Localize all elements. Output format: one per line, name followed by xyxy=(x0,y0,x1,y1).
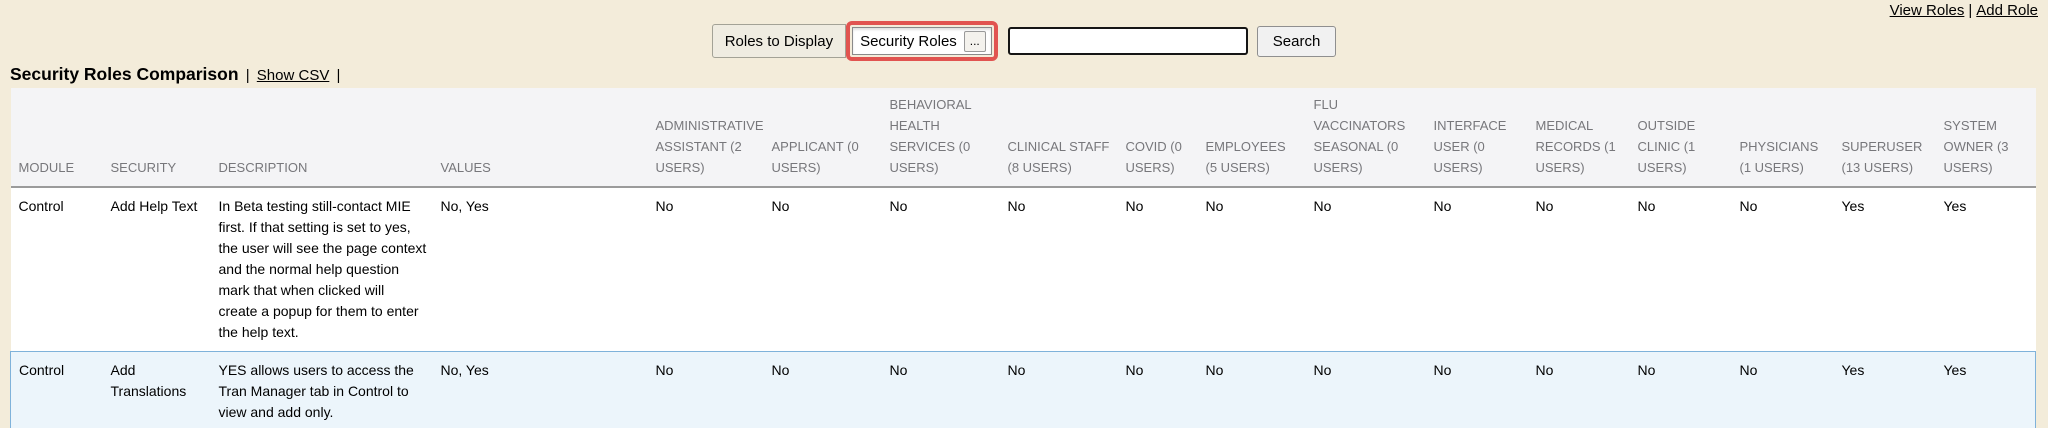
cell-outside-clinic: No xyxy=(1629,187,1732,352)
security-roles-comparison-table: MODULE SECURITY DESCRIPTION VALUES ADMINISTR… xyxy=(10,88,2036,428)
cell-covid: No xyxy=(1117,351,1198,428)
column-header-interface-user: INTERFACE USER (0 USERS) xyxy=(1425,88,1528,188)
header-links: View Roles | Add Role xyxy=(1890,2,2038,19)
add-role-link[interactable]: Add Role xyxy=(1976,2,2038,19)
column-header-description: DESCRIPTION xyxy=(210,88,433,188)
table-header: MODULE SECURITY DESCRIPTION VALUES ADMINISTR… xyxy=(10,88,2036,188)
page-title: Security Roles Comparison xyxy=(10,64,239,84)
title-separator-1: | xyxy=(245,67,250,84)
cell-description: YES allows users to access the Tran Mana… xyxy=(210,351,433,428)
column-header-security: SECURITY xyxy=(102,88,211,188)
roles-select[interactable]: Security Roles ... xyxy=(852,27,992,55)
cell-superuser: Yes xyxy=(1833,187,1936,352)
cell-interface-user: No xyxy=(1425,351,1528,428)
title-row: Security Roles Comparison | Show CSV | xyxy=(10,64,2048,85)
column-header-module: MODULE xyxy=(10,88,103,188)
cell-covid: No xyxy=(1117,187,1198,352)
cell-behavioral-health-services: No xyxy=(881,187,1000,352)
cell-module: Control xyxy=(10,351,103,428)
column-header-applicant: APPLICANT (0 USERS) xyxy=(763,88,882,188)
cell-physicians: No xyxy=(1731,187,1834,352)
cell-system-owner: Yes xyxy=(1935,351,2036,428)
cell-module: Control xyxy=(10,187,103,352)
column-header-covid: COVID (0 USERS) xyxy=(1117,88,1198,188)
cell-physicians: No xyxy=(1731,351,1834,428)
cell-employees: No xyxy=(1197,187,1306,352)
view-roles-link[interactable]: View Roles xyxy=(1889,2,1965,19)
cell-description: In Beta testing still-contact MIE first.… xyxy=(210,187,433,352)
search-button[interactable]: Search xyxy=(1256,25,1337,57)
cell-flu-vaccinators-seasonal: No xyxy=(1305,351,1426,428)
cell-security: Add Translations xyxy=(102,351,211,428)
table-body: Control Add Help Text In Beta testing stil… xyxy=(10,187,2036,428)
cell-administrative-assistant: No xyxy=(647,351,764,428)
cell-superuser: Yes xyxy=(1833,351,1936,428)
cell-values: No, Yes xyxy=(432,351,648,428)
roles-to-display-button[interactable]: Roles to Display xyxy=(711,24,847,58)
cell-administrative-assistant: No xyxy=(647,187,764,352)
column-header-superuser: SUPERUSER (13 USERS) xyxy=(1833,88,1936,188)
cell-applicant: No xyxy=(763,351,882,428)
show-csv-link[interactable]: Show CSV xyxy=(256,67,330,84)
column-header-administrative-assistant: ADMINISTRATIVE ASSISTANT (2 USERS) xyxy=(647,88,764,188)
cell-behavioral-health-services: No xyxy=(881,351,1000,428)
title-separator-2: | xyxy=(336,67,341,84)
cell-applicant: No xyxy=(763,187,882,352)
column-header-clinical-staff: CLINICAL STAFF (8 USERS) xyxy=(999,88,1118,188)
search-input[interactable] xyxy=(1007,27,1248,55)
roles-select-value: Security Roles xyxy=(860,32,957,50)
column-header-behavioral-health-services: BEHAVIORAL HEALTH SERVICES (0 USERS) xyxy=(881,88,1000,188)
table-header-row: MODULE SECURITY DESCRIPTION VALUES ADMINISTR… xyxy=(10,88,2036,188)
cell-system-owner: Yes xyxy=(1935,187,2036,352)
cell-clinical-staff: No xyxy=(999,351,1118,428)
cell-medical-records: No xyxy=(1527,187,1630,352)
roles-select-highlight-ring: Security Roles ... xyxy=(846,21,998,61)
column-header-flu-vaccinators-seasonal: FLU VACCINATORS SEASONAL (0 USERS) xyxy=(1305,88,1426,188)
column-header-medical-records: MEDICAL RECORDS (1 USERS) xyxy=(1527,88,1630,188)
cell-employees: No xyxy=(1197,351,1306,428)
cell-clinical-staff: No xyxy=(999,187,1118,352)
column-header-values: VALUES xyxy=(432,88,648,188)
cell-security: Add Help Text xyxy=(102,187,211,352)
top-bar: View Roles | Add Role Roles to Display Sec… xyxy=(0,0,2048,64)
column-header-employees: EMPLOYEES (5 USERS) xyxy=(1197,88,1306,188)
cell-outside-clinic: No xyxy=(1629,351,1732,428)
cell-flu-vaccinators-seasonal: No xyxy=(1305,187,1426,352)
table-row[interactable]: Control Add Translations YES allows users … xyxy=(10,351,2036,428)
cell-interface-user: No xyxy=(1425,187,1528,352)
roles-select-more-button[interactable]: ... xyxy=(963,30,986,52)
column-header-physicians: PHYSICIANS (1 USERS) xyxy=(1731,88,1834,188)
column-header-system-owner: SYSTEM OWNER (3 USERS) xyxy=(1935,88,2036,188)
roles-to-display-group: Roles to Display Security Roles ... xyxy=(711,21,998,61)
header-links-separator: | xyxy=(1968,2,1973,19)
roles-toolbar: Roles to Display Security Roles ... Sear… xyxy=(0,0,2048,64)
table-row[interactable]: Control Add Help Text In Beta testing stil… xyxy=(10,187,2036,352)
column-header-outside-clinic: OUTSIDE CLINIC (1 USERS) xyxy=(1629,88,1732,188)
cell-values: No, Yes xyxy=(432,187,648,352)
cell-medical-records: No xyxy=(1527,351,1630,428)
